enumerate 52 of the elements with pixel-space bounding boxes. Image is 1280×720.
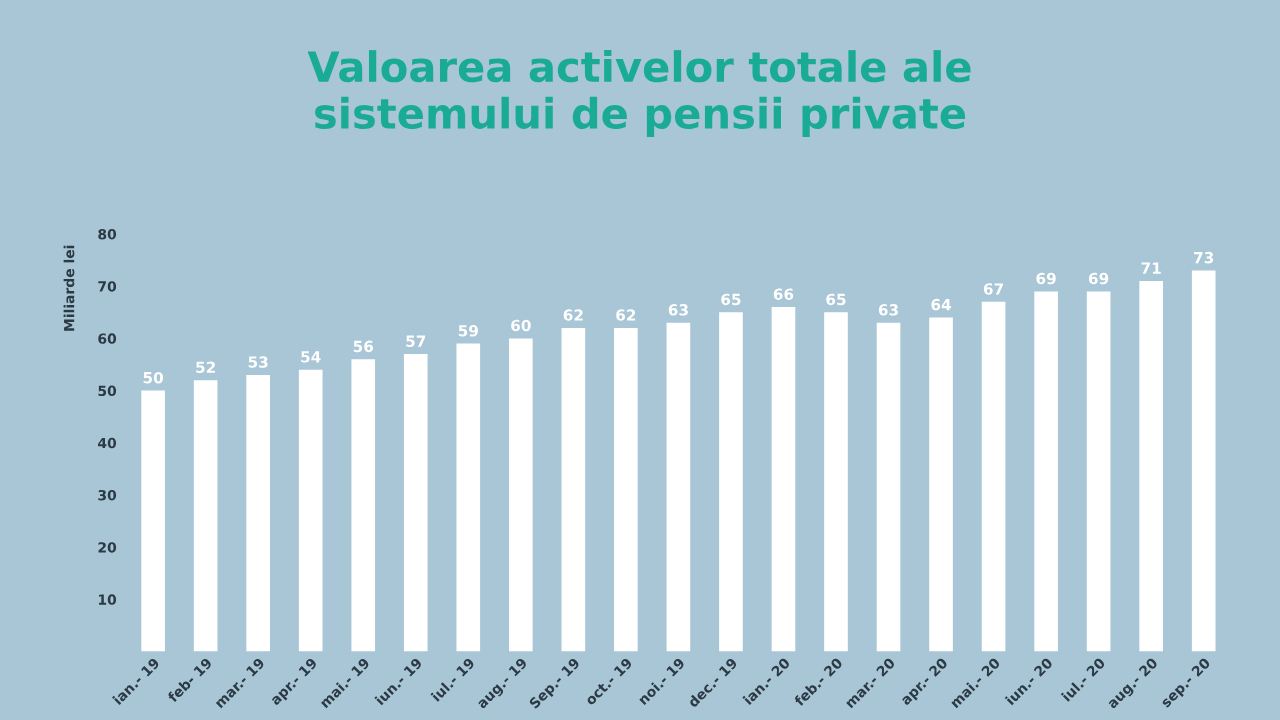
data-label: 56 <box>353 340 374 353</box>
chart-title: Valoarea activelor totale ale sistemului de pensii private <box>307 50 971 138</box>
bar <box>351 359 376 652</box>
bar <box>1086 291 1111 652</box>
data-label: 62 <box>563 309 583 321</box>
bar <box>1139 280 1163 652</box>
data-label: 63 <box>668 304 688 316</box>
y-tick-label: 30 <box>98 489 117 501</box>
data-label: 66 <box>773 288 794 300</box>
data-label: 64 <box>931 298 951 311</box>
bar <box>719 312 743 652</box>
data-label: 69 <box>1036 272 1056 285</box>
bar <box>666 322 691 652</box>
bar <box>1034 291 1058 652</box>
data-label: 59 <box>458 324 478 337</box>
data-label: 53 <box>248 356 268 368</box>
data-label: 57 <box>406 335 426 347</box>
bar <box>509 338 533 652</box>
y-tick-label: 40 <box>98 437 117 449</box>
bar <box>981 301 1006 652</box>
y-tick-label: 80 <box>98 228 117 240</box>
data-label: 54 <box>301 351 321 363</box>
data-label: 60 <box>511 319 531 332</box>
data-label: 52 <box>196 361 215 374</box>
bar <box>876 322 901 652</box>
bar <box>403 354 428 652</box>
data-label: 50 <box>143 371 164 384</box>
bar <box>298 369 323 652</box>
y-tick-label: 70 <box>98 281 117 292</box>
bar <box>246 374 270 652</box>
data-label: 65 <box>826 293 846 306</box>
data-label: 73 <box>1194 251 1214 264</box>
y-tick-label: 50 <box>98 385 117 397</box>
data-label: 65 <box>721 293 741 306</box>
y-tick-label: 60 <box>98 333 117 344</box>
bar <box>193 380 218 652</box>
data-label: 63 <box>878 304 898 316</box>
bar <box>456 343 481 652</box>
bar <box>561 327 586 652</box>
bar <box>824 312 848 652</box>
y-tick-label: 20 <box>98 542 117 553</box>
data-label: 67 <box>983 283 1003 295</box>
data-label: 69 <box>1088 272 1109 285</box>
bar <box>614 327 638 652</box>
bar <box>929 317 953 652</box>
data-label: 62 <box>616 309 636 321</box>
y-tick-label: 10 <box>98 594 117 605</box>
bar <box>771 307 796 652</box>
y-axis-title: Miliarde lei <box>63 245 75 331</box>
data-label: 71 <box>1141 262 1161 274</box>
bar <box>1191 270 1216 652</box>
bar <box>141 390 165 652</box>
